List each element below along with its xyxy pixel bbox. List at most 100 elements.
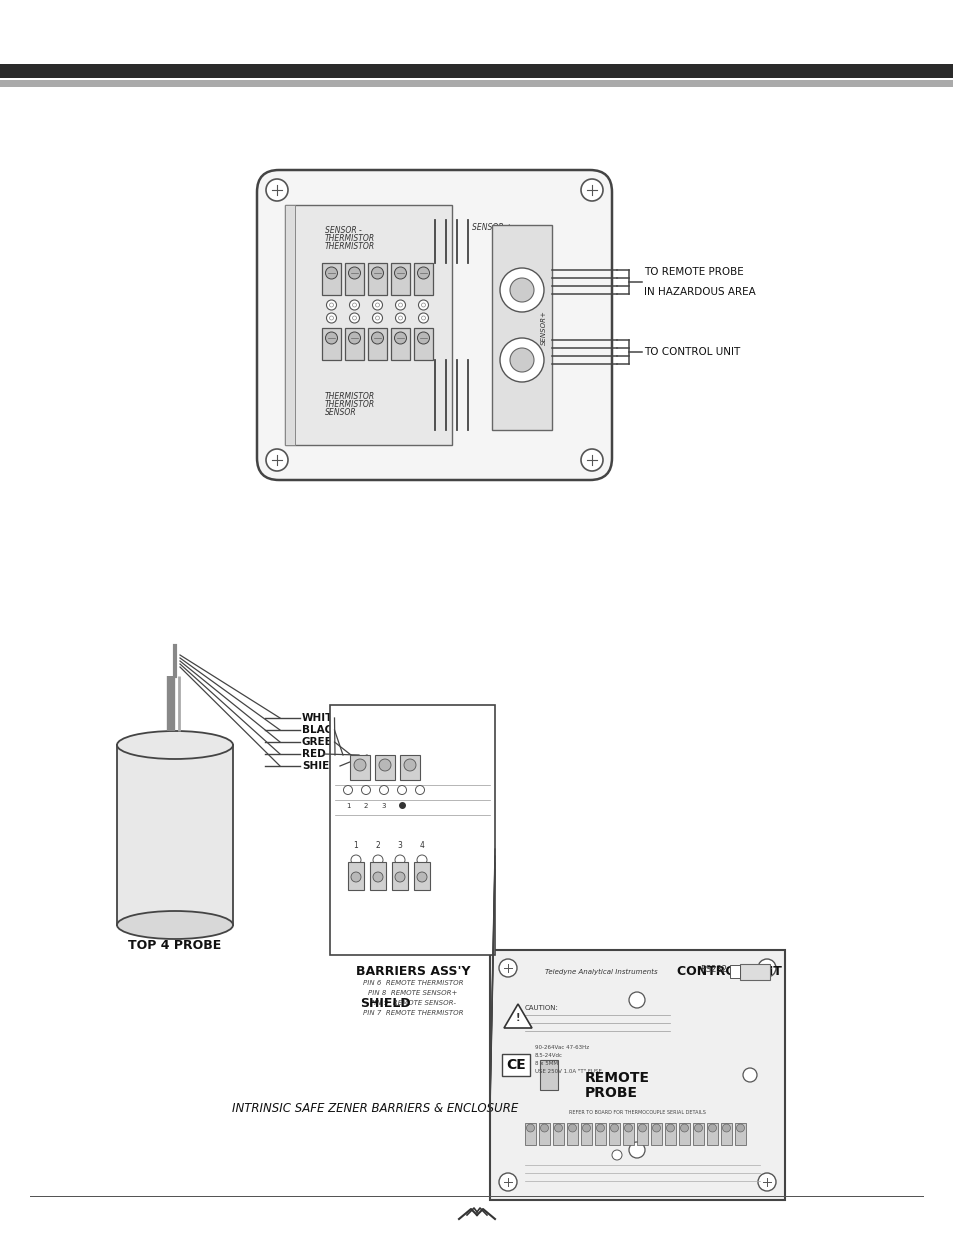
Text: CE: CE <box>506 1058 525 1072</box>
Text: 4: 4 <box>419 841 424 850</box>
Bar <box>679 1123 689 1145</box>
Circle shape <box>371 267 383 279</box>
Circle shape <box>610 1124 618 1132</box>
Bar <box>392 862 408 890</box>
Circle shape <box>624 1124 632 1132</box>
Ellipse shape <box>117 911 233 939</box>
Circle shape <box>325 267 337 279</box>
Text: RS232: RS232 <box>700 966 726 974</box>
Bar <box>375 755 395 781</box>
Bar <box>345 263 364 295</box>
Bar <box>0 64 953 78</box>
Circle shape <box>395 855 405 864</box>
Circle shape <box>628 992 644 1008</box>
Text: 90-264Vac 47-63Hz: 90-264Vac 47-63Hz <box>535 1045 589 1050</box>
Bar <box>622 1123 634 1145</box>
Bar <box>490 950 784 1200</box>
Circle shape <box>395 312 405 324</box>
Text: BARRIERS ASS'Y: BARRIERS ASS'Y <box>355 965 470 978</box>
Text: PIN 9  REMOTE SENSOR-: PIN 9 REMOTE SENSOR- <box>370 1000 456 1007</box>
Circle shape <box>498 960 517 977</box>
Circle shape <box>417 332 429 345</box>
Circle shape <box>372 312 382 324</box>
Bar <box>414 329 433 359</box>
Circle shape <box>666 1124 674 1132</box>
Circle shape <box>580 450 602 471</box>
Text: THERMISTOR: THERMISTOR <box>325 242 375 251</box>
Bar <box>322 329 340 359</box>
Circle shape <box>395 267 406 279</box>
Text: TO CONTROL UNIT: TO CONTROL UNIT <box>643 347 740 357</box>
Text: SENSOR+: SENSOR+ <box>540 310 546 346</box>
Text: INTRINSIC SAFE ZENER BARRIERS & ENCLOSURE: INTRINSIC SAFE ZENER BARRIERS & ENCLOSUR… <box>232 1102 517 1115</box>
Bar <box>538 1123 550 1145</box>
Text: BLACK: BLACK <box>302 725 340 735</box>
Text: TO REMOTE PROBE: TO REMOTE PROBE <box>643 267 743 277</box>
Bar <box>0 80 953 86</box>
Text: 3: 3 <box>397 841 402 850</box>
Circle shape <box>758 1173 775 1191</box>
Bar <box>492 225 552 430</box>
Text: !: ! <box>516 1013 519 1023</box>
Circle shape <box>758 960 775 977</box>
Text: TOP 4 PROBE: TOP 4 PROBE <box>129 939 221 952</box>
Bar <box>566 1123 578 1145</box>
Bar <box>524 1123 536 1145</box>
Circle shape <box>582 1124 590 1132</box>
Circle shape <box>373 872 382 882</box>
Bar <box>30 1195 923 1197</box>
Circle shape <box>266 179 288 201</box>
Circle shape <box>325 332 337 345</box>
Circle shape <box>395 332 406 345</box>
Circle shape <box>349 300 359 310</box>
Circle shape <box>498 1173 517 1191</box>
Text: THERMISTOR: THERMISTOR <box>325 400 375 409</box>
Circle shape <box>418 312 428 324</box>
Bar <box>720 1123 731 1145</box>
Bar <box>608 1123 619 1145</box>
Circle shape <box>379 785 388 794</box>
Text: SHIELD: SHIELD <box>302 761 344 771</box>
Circle shape <box>679 1124 688 1132</box>
Bar <box>706 1123 718 1145</box>
Bar <box>414 263 433 295</box>
Circle shape <box>343 785 352 794</box>
Text: CAUTION:: CAUTION: <box>524 1005 558 1011</box>
Bar <box>729 965 740 978</box>
Circle shape <box>638 1124 646 1132</box>
Text: SENSOR: SENSOR <box>325 408 356 417</box>
Circle shape <box>540 1124 548 1132</box>
Circle shape <box>373 855 382 864</box>
Text: CONTROL UNIT: CONTROL UNIT <box>677 965 781 978</box>
Circle shape <box>326 312 336 324</box>
Text: PIN 8  REMOTE SENSOR+: PIN 8 REMOTE SENSOR+ <box>368 990 457 995</box>
Circle shape <box>266 450 288 471</box>
Circle shape <box>416 855 427 864</box>
Circle shape <box>351 872 360 882</box>
Text: RED: RED <box>302 748 325 760</box>
Bar <box>399 755 419 781</box>
Text: PIN 6  REMOTE THERMISTOR: PIN 6 REMOTE THERMISTOR <box>362 981 463 986</box>
Bar <box>370 862 386 890</box>
Circle shape <box>510 278 534 303</box>
Circle shape <box>349 312 359 324</box>
Circle shape <box>417 267 429 279</box>
Bar <box>553 1123 563 1145</box>
Circle shape <box>418 300 428 310</box>
Circle shape <box>371 332 383 345</box>
Text: 1: 1 <box>354 841 358 850</box>
Bar <box>734 1123 745 1145</box>
Text: THERMISTOR: THERMISTOR <box>325 391 375 401</box>
Bar <box>637 1123 647 1145</box>
Circle shape <box>499 338 543 382</box>
Text: WHITE: WHITE <box>302 713 340 722</box>
Text: 8.5-24Vdc: 8.5-24Vdc <box>535 1053 562 1058</box>
Text: GREEN: GREEN <box>302 737 341 747</box>
Bar <box>322 263 340 295</box>
Text: REMOTE: REMOTE <box>584 1071 649 1086</box>
Text: REFER TO BOARD FOR THERMOCOUPLE SERIAL DETAILS: REFER TO BOARD FOR THERMOCOUPLE SERIAL D… <box>568 1110 704 1115</box>
Circle shape <box>568 1124 576 1132</box>
Circle shape <box>348 332 360 345</box>
Text: 2: 2 <box>375 841 380 850</box>
Bar <box>595 1123 605 1145</box>
